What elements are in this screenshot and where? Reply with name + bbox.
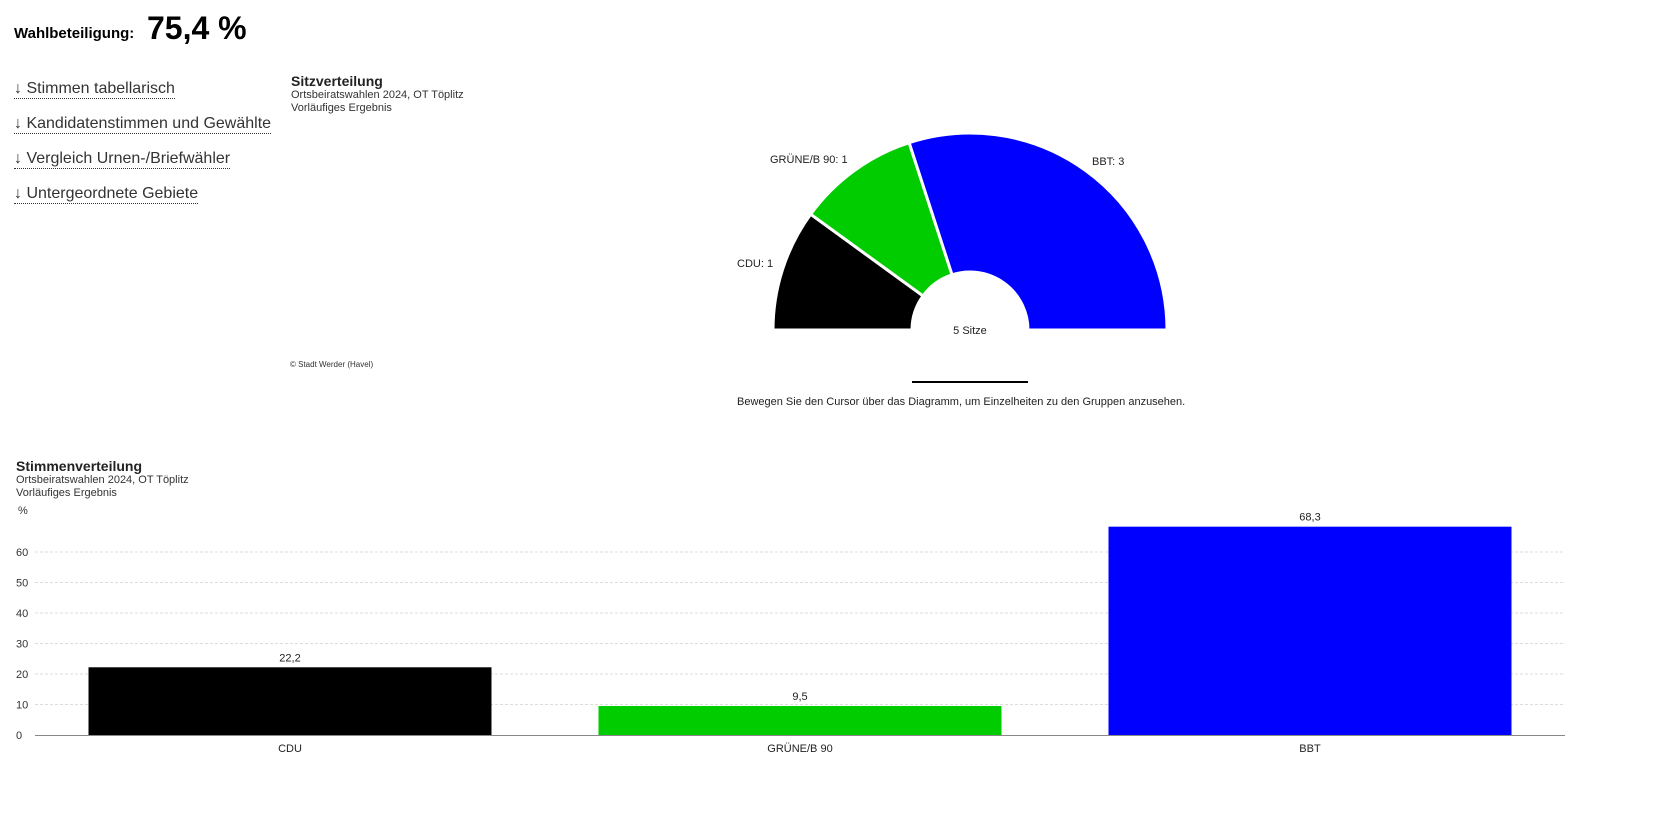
seat-slice-bbt[interactable] [907,131,1169,332]
seats-total: 5 Sitze [953,325,987,337]
y-tick-label: 20 [16,669,28,681]
seats-subtitle: Ortsbeiratswahlen 2024, OT Töplitz [291,89,464,101]
seats-subtitle-2: Vorläufiges Ergebnis [291,102,392,114]
x-tick-label: GRÜNE/B 90 [767,743,832,755]
copyright: © Stadt Werder (Havel) [290,360,374,369]
bar-gr-ne-b-90[interactable] [598,706,1002,735]
link-untergeordnete-gebiete[interactable]: ↓ Untergeordnete Gebiete [14,185,199,204]
y-tick-label: 10 [16,700,28,712]
seat-label: CDU: 1 [737,258,773,270]
link-vergleich-urnen-brief[interactable]: ↓ Vergleich Urnen-/Briefwähler [14,150,231,169]
seats-title: Sitzverteilung [291,73,383,89]
y-tick-label: 40 [16,608,28,620]
hover-hint: Bewegen Sie den Cursor über das Diagramm… [737,396,1186,408]
x-tick-label: CDU [278,743,302,755]
bar-bbt[interactable] [1108,526,1512,735]
y-tick-label: 60 [16,547,28,559]
bar-value-label: 68,3 [1299,512,1320,524]
link-stimmen-tabellarisch[interactable]: ↓ Stimmen tabellarisch [14,80,175,99]
votes-subtitle: Ortsbeiratswahlen 2024, OT Töplitz [16,474,189,486]
bar-value-label: 9,5 [792,691,807,703]
turnout-label: Wahlbeteiligung: [14,25,135,42]
link-kandidatenstimmen[interactable]: ↓ Kandidatenstimmen und Gewählte [14,115,272,134]
y-tick-label: 30 [16,639,28,651]
seat-slice-cdu[interactable] [771,212,926,332]
y-axis-label: % [18,505,28,517]
x-tick-label: BBT [1299,743,1321,755]
bar-value-label: 22,2 [279,652,300,664]
seat-chart[interactable]: CDU: 1 GRÜNE/B 90: 1 BBT: 3 [0,0,1663,420]
seat-slice-gr-ne-b-90[interactable] [808,140,954,299]
votes-title: Stimmenverteilung [16,458,143,474]
bar-cdu[interactable] [88,667,492,735]
turnout-value: 75,4 % [147,10,247,46]
divider [912,381,1028,383]
y-tick-label: 50 [16,578,28,590]
y-tick-label: 0 [16,730,22,742]
votes-subtitle-2: Vorläufiges Ergebnis [16,487,117,499]
seat-label: GRÜNE/B 90: 1 [770,154,848,166]
seat-label: BBT: 3 [1092,156,1124,168]
